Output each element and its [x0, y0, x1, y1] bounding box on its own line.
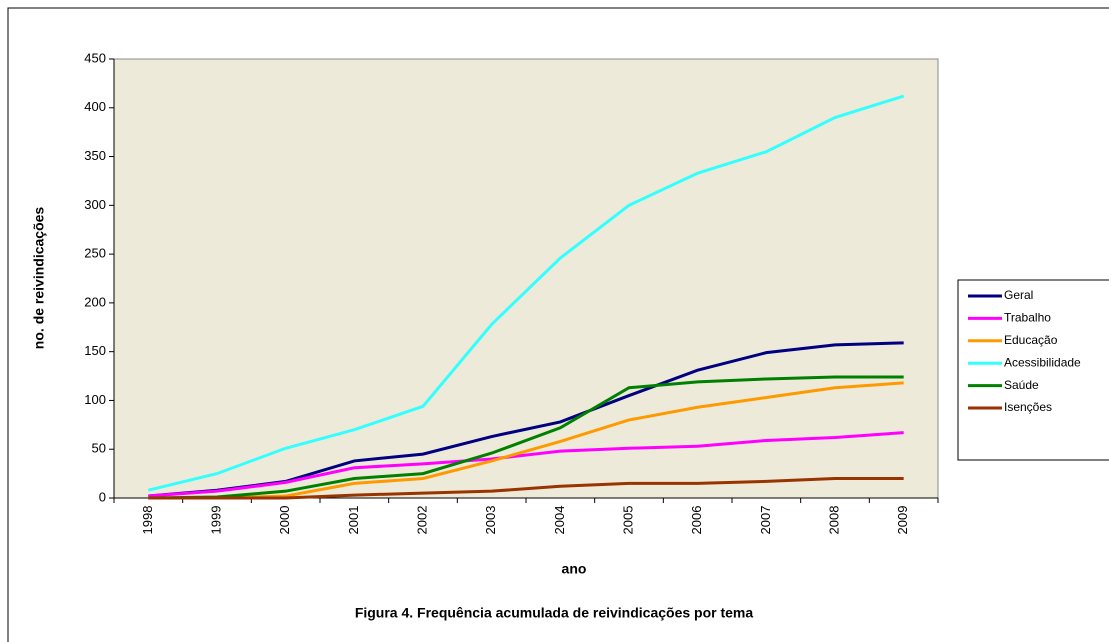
x-tick-label: 2007 [758, 506, 773, 535]
x-tick-label: 2008 [826, 506, 841, 535]
series-line [148, 431, 904, 498]
y-tick-label: 200 [84, 294, 106, 309]
legend-label: Educação [1004, 333, 1058, 347]
y-tick-label: 450 [84, 50, 106, 65]
legend-label: Isenções [1004, 400, 1052, 414]
legend-label: Acessibilidade [1004, 355, 1081, 369]
plot-area [113, 58, 939, 499]
y-tick-label: 250 [84, 246, 106, 261]
caption: Figura 4. Frequência acumulada de reivin… [355, 605, 754, 621]
y-tick-label: 400 [84, 99, 106, 114]
x-tick-label: 1999 [208, 506, 223, 535]
legend-box [957, 279, 1109, 461]
x-tick-label: 2000 [277, 506, 292, 535]
y-tick-label: 300 [84, 197, 106, 212]
series-line [147, 94, 905, 492]
legend-label: Trabalho [1004, 311, 1051, 325]
y-tick-label: 150 [84, 343, 106, 358]
y-axis-label: no. de reivindicações [31, 207, 47, 350]
y-tick-label: 50 [92, 441, 106, 456]
legend-label: Geral [1004, 288, 1033, 302]
x-tick-label: 2005 [620, 506, 635, 535]
series-line [148, 375, 904, 500]
legend-label: Saúde [1004, 378, 1039, 392]
x-tick-label: 2001 [346, 506, 361, 535]
y-tick-label: 0 [99, 489, 106, 504]
x-tick-label: 2009 [895, 506, 910, 535]
y-tick-label: 350 [84, 148, 106, 163]
x-axis-label: ano [562, 561, 587, 577]
x-tick-label: 2004 [552, 506, 567, 535]
x-tick-label: 2006 [689, 506, 704, 535]
y-tick-label: 100 [84, 392, 106, 407]
x-tick-label: 2003 [483, 506, 498, 535]
x-tick-label: 1998 [140, 506, 155, 535]
series-line [148, 381, 904, 500]
series-line [148, 476, 904, 500]
x-tick-label: 2002 [414, 506, 429, 535]
